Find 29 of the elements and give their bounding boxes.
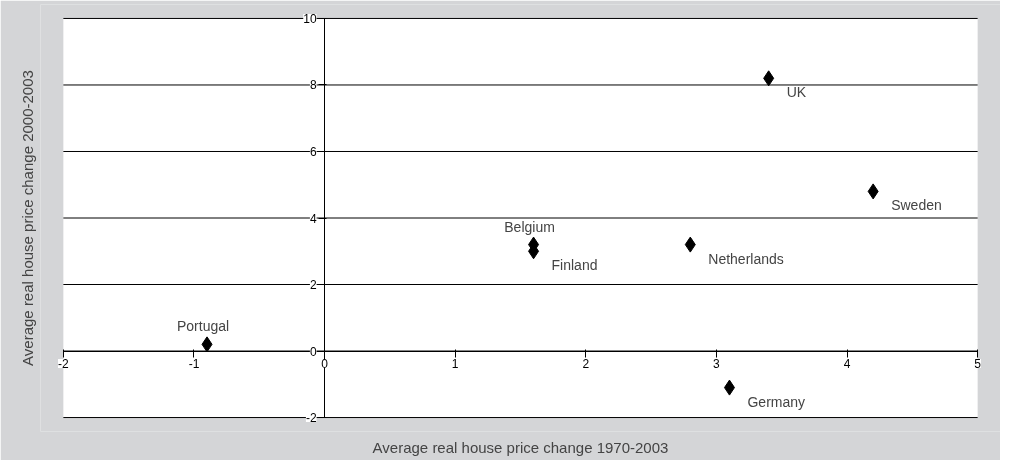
annotation: Netherlands bbox=[708, 250, 784, 267]
y-tick-label: -2 bbox=[305, 411, 317, 426]
annotation: Portugal bbox=[176, 318, 230, 335]
annotation: Sweden bbox=[891, 197, 942, 214]
annotation: Germany bbox=[747, 393, 806, 410]
point bbox=[763, 70, 775, 87]
y-tick-label: 8 bbox=[309, 78, 317, 93]
x-tick-label: 4 bbox=[843, 357, 851, 372]
y-axis-title: Average real house price change 2000-2003 bbox=[18, 70, 36, 366]
y-tick-label: 0 bbox=[309, 344, 317, 359]
point bbox=[201, 336, 213, 353]
annotation: UK bbox=[786, 84, 807, 101]
annotation: Belgium bbox=[504, 218, 555, 235]
point bbox=[867, 183, 879, 200]
x-tick-label: 3 bbox=[713, 357, 721, 372]
x-axis-title: Average real house price change 1970-2003 bbox=[372, 438, 669, 456]
x-tick-label: 5 bbox=[974, 357, 982, 372]
x-tick-label: 1 bbox=[451, 357, 459, 372]
x-tick-label: 0 bbox=[321, 357, 329, 372]
annotation: Finland bbox=[551, 257, 598, 274]
x-tick-label: 2 bbox=[582, 357, 590, 372]
y-tick-label: 6 bbox=[309, 144, 317, 159]
y-tick-label: 4 bbox=[309, 211, 317, 226]
y-tick-label: 10 bbox=[303, 11, 317, 26]
y-tick-label: 2 bbox=[309, 278, 317, 293]
x-tick-label: -1 bbox=[188, 357, 200, 372]
point bbox=[723, 379, 735, 396]
x-tick-label: -2 bbox=[58, 357, 70, 372]
point bbox=[684, 236, 696, 253]
